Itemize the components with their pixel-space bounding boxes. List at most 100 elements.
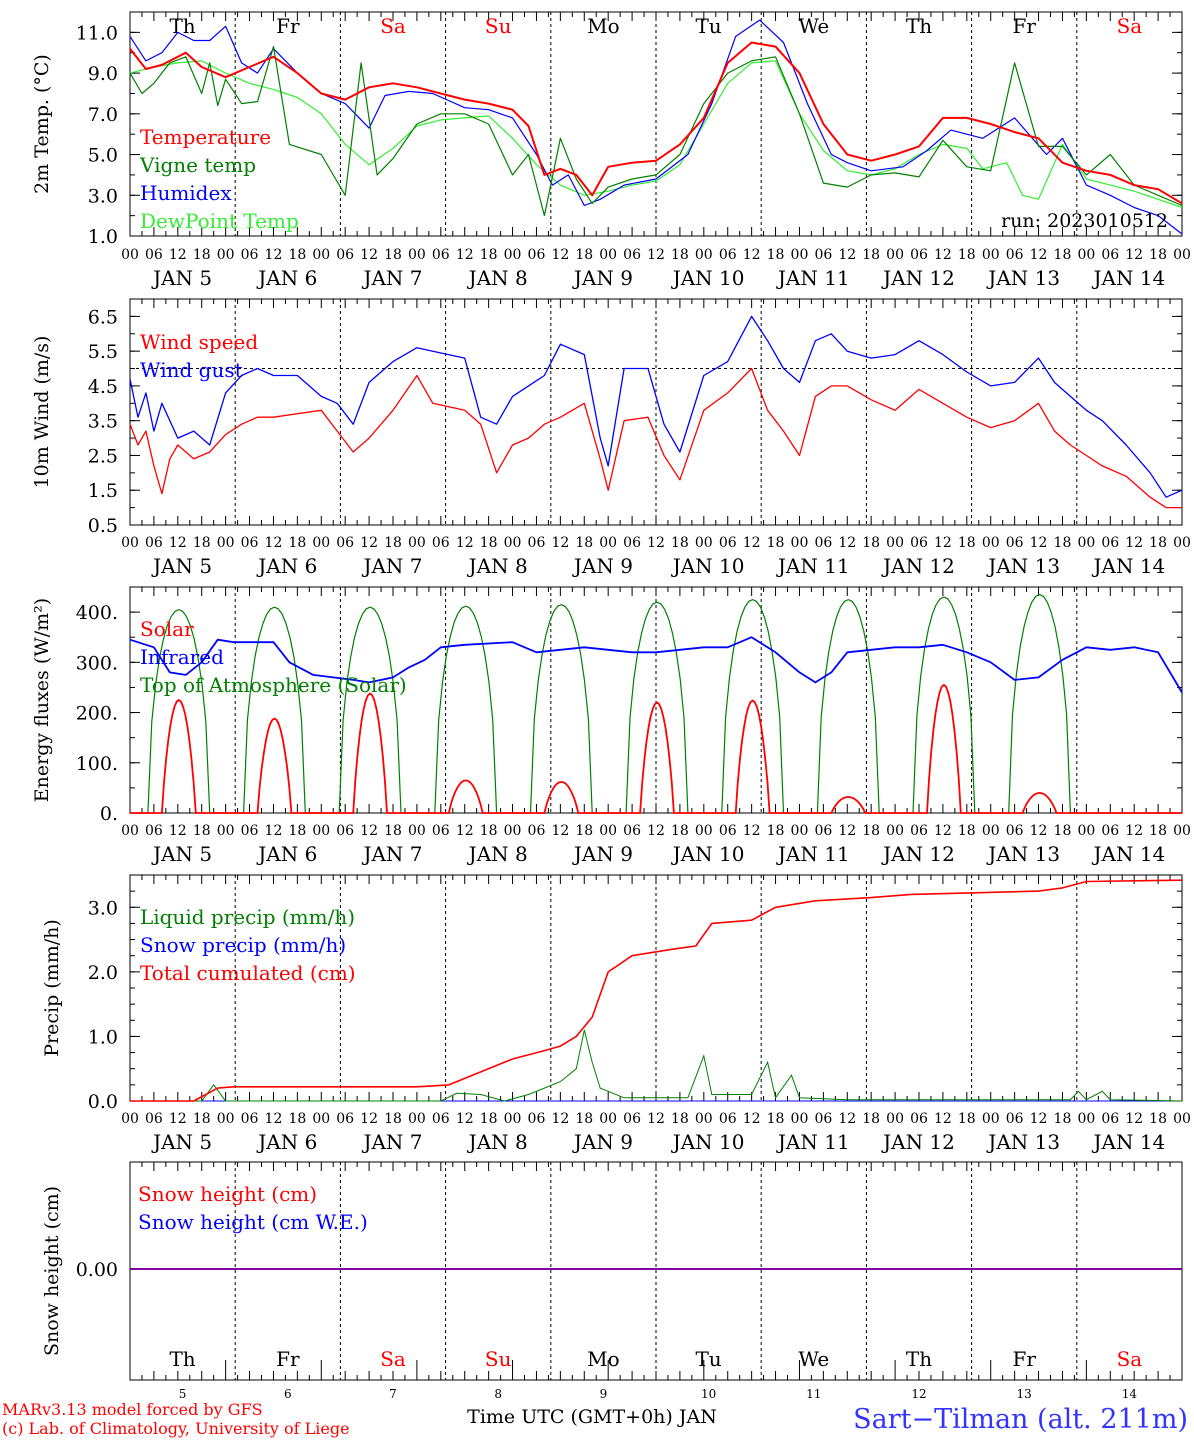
- date-label: JAN 13: [986, 842, 1060, 866]
- hour-label: 18: [862, 535, 880, 551]
- legend-entry: Snow height (cm W.E.): [138, 1210, 368, 1234]
- hour-label: 06: [623, 823, 641, 839]
- y-tick-label: 0.5: [88, 515, 118, 537]
- hour-label: 12: [1125, 247, 1143, 263]
- hour-label: 00: [695, 535, 713, 551]
- hour-label: 18: [193, 247, 211, 263]
- hour-label: 12: [647, 823, 665, 839]
- hour-label: 18: [958, 247, 976, 263]
- hour-label: 12: [934, 535, 952, 551]
- hour-label: 06: [432, 823, 450, 839]
- hour-label: 12: [838, 823, 856, 839]
- legend-entry: Top of Atmosphere (Solar): [140, 673, 407, 697]
- time-axis: 00 06 12 18 00 06 12 18 00 06 12 18 00 06 12 18 00 06 12 18…: [121, 1111, 1191, 1154]
- hour-label: 18: [193, 823, 211, 839]
- day-of-week-label: Mo: [587, 1347, 620, 1371]
- hour-label: 00: [121, 823, 139, 839]
- hour-label: 18: [767, 823, 785, 839]
- hour-label: 00: [599, 535, 617, 551]
- hour-label: 12: [456, 535, 474, 551]
- date-label: JAN 14: [1092, 1130, 1166, 1154]
- hour-label: 12: [1030, 247, 1048, 263]
- hour-label: 18: [671, 247, 689, 263]
- hour-label: 18: [1149, 535, 1167, 551]
- hour-label: 00: [312, 1111, 330, 1127]
- hour-label: 00: [695, 247, 713, 263]
- hour-label: 06: [814, 247, 832, 263]
- day-of-week-label: Th: [169, 14, 195, 38]
- hour-label: 00: [886, 247, 904, 263]
- station-label: Sart−Tilman (alt. 211m): [853, 1404, 1188, 1435]
- hour-label: 00: [408, 1111, 426, 1127]
- date-label: JAN 11: [776, 266, 850, 290]
- hour-label: 06: [719, 535, 737, 551]
- legend-entry: Humidex: [140, 181, 232, 205]
- hour-label: 06: [1006, 247, 1024, 263]
- hour-label: 06: [910, 823, 928, 839]
- day-number: 9: [600, 1387, 608, 1401]
- hour-label: 12: [743, 535, 761, 551]
- hour-label: 12: [169, 247, 187, 263]
- hour-label: 18: [671, 823, 689, 839]
- date-label: JAN 5: [151, 842, 212, 866]
- date-label: JAN 7: [361, 554, 422, 578]
- legend-entry: DewPoint Temp: [140, 209, 299, 233]
- hour-label: 00: [1077, 535, 1095, 551]
- hour-label: 00: [504, 247, 522, 263]
- date-label: JAN 9: [572, 554, 633, 578]
- hour-label: 12: [456, 1111, 474, 1127]
- hour-label: 00: [312, 247, 330, 263]
- hour-label: 00: [791, 247, 809, 263]
- hour-label: 00: [599, 1111, 617, 1127]
- hour-label: 00: [1173, 823, 1191, 839]
- legend-entry: Infrared: [140, 645, 224, 669]
- hour-label: 06: [528, 247, 546, 263]
- hour-label: 12: [1125, 823, 1143, 839]
- hour-label: 12: [265, 1111, 283, 1127]
- day-of-week-label: Fr: [1012, 1347, 1036, 1371]
- date-label: JAN 11: [776, 1130, 850, 1154]
- hour-label: 00: [791, 535, 809, 551]
- series-line-total-cumulated: [130, 879, 1183, 1102]
- hour-label: 12: [838, 535, 856, 551]
- day-number: 7: [389, 1387, 397, 1401]
- hour-label: 00: [886, 1111, 904, 1127]
- day-of-week-label: We: [798, 1347, 829, 1371]
- legend-entry: Vigne temp: [139, 153, 256, 177]
- date-label: JAN 6: [256, 842, 317, 866]
- day-of-week-label: Sa: [1117, 14, 1143, 38]
- y-tick-label: 5.0: [88, 145, 118, 167]
- y-tick-label: 7.0: [88, 104, 118, 126]
- hour-label: 06: [432, 1111, 450, 1127]
- day-of-week-label: Su: [485, 1347, 512, 1371]
- y-tick-label: 6.5: [88, 306, 118, 328]
- series-line-wind-speed: [129, 367, 1182, 509]
- legend-entry: Snow precip (mm/h): [140, 933, 346, 957]
- hour-label: 00: [886, 823, 904, 839]
- hour-label: 12: [265, 535, 283, 551]
- hour-label: 06: [241, 247, 259, 263]
- hour-label: 18: [384, 247, 402, 263]
- y-tick-label: 1.0: [88, 226, 118, 248]
- day-number: 5: [179, 1387, 187, 1401]
- hour-label: 06: [623, 247, 641, 263]
- hour-label: 18: [767, 247, 785, 263]
- day-of-week-label: Tu: [695, 1347, 721, 1371]
- legend-entry: Liquid precip (mm/h): [140, 905, 355, 929]
- date-label: JAN 14: [1092, 842, 1166, 866]
- hour-label: 00: [121, 247, 139, 263]
- y-axis-label: 2m Temp. (°C): [31, 54, 53, 194]
- hour-label: 06: [241, 535, 259, 551]
- hour-label: 06: [528, 1111, 546, 1127]
- hour-label: 12: [1030, 1111, 1048, 1127]
- hour-label: 06: [814, 535, 832, 551]
- hour-label: 18: [193, 1111, 211, 1127]
- hour-label: 00: [791, 1111, 809, 1127]
- hour-label: 00: [312, 535, 330, 551]
- hour-label: 00: [982, 535, 1000, 551]
- hour-label: 18: [671, 1111, 689, 1127]
- y-axis-label: 10m Wind (m/s): [31, 336, 53, 489]
- hour-label: 00: [1077, 823, 1095, 839]
- date-label: JAN 10: [671, 554, 745, 578]
- hour-label: 06: [1006, 1111, 1024, 1127]
